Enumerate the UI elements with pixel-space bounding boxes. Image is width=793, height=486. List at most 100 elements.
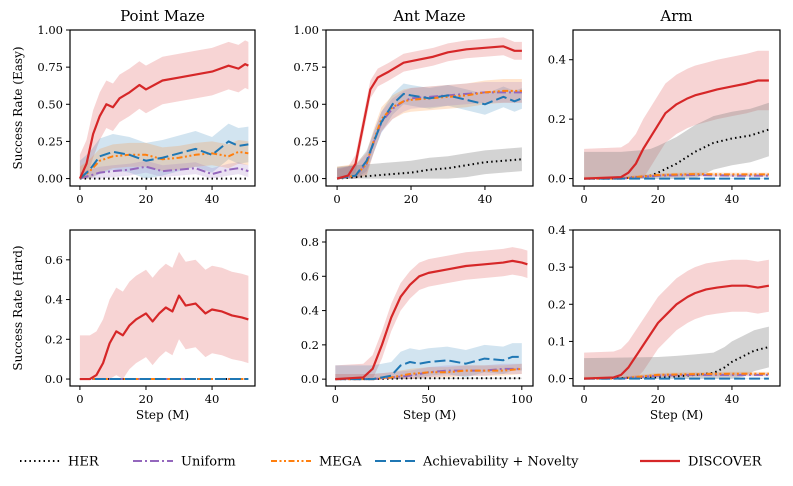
x-tick-label: 40 xyxy=(725,192,740,206)
y-tick-label: 0.0 xyxy=(548,172,566,186)
y-tick-label: 0.75 xyxy=(37,60,63,74)
x-tick-label: 40 xyxy=(205,392,220,406)
series-achievability xyxy=(335,355,522,381)
series-discover xyxy=(78,63,249,180)
y-tick-label: 0.75 xyxy=(293,60,319,74)
legend-entry-her: HER xyxy=(20,455,100,470)
axes-frame xyxy=(572,29,781,187)
series-uniform xyxy=(79,165,249,180)
plot-area xyxy=(79,251,249,381)
band-discover xyxy=(584,50,769,179)
legend-label-her: HER xyxy=(68,455,100,470)
y-tick-label: 0.2 xyxy=(548,112,566,126)
y-tick-label: 0.2 xyxy=(301,338,319,352)
series-discover xyxy=(584,284,770,380)
axes-frame xyxy=(325,229,534,387)
y-tick-label: 0.2 xyxy=(45,332,63,346)
panel-3: 0 20 40 0.0 0.2 0.4 Arm xyxy=(548,7,781,206)
band-discover xyxy=(79,40,249,179)
x-tick-label: 0 xyxy=(76,192,83,206)
legend-entry-achievability: Achievability + Novelty xyxy=(375,455,579,470)
legend-entry-uniform: Uniform xyxy=(133,455,236,470)
axes-frame xyxy=(325,29,534,187)
y-axis-label: Success Rate (Hard) xyxy=(11,245,25,370)
series-achievability xyxy=(79,140,249,180)
series-her xyxy=(584,346,770,380)
y-tick-label: 0.50 xyxy=(293,97,319,111)
y-tick-label: 0.2 xyxy=(548,297,566,311)
axes-frame xyxy=(572,229,781,387)
x-tick-label: 0 xyxy=(333,192,340,206)
series-discover xyxy=(336,45,522,180)
band-discover xyxy=(337,37,522,179)
y-tick-label: 0.25 xyxy=(293,134,319,148)
series-achievability xyxy=(336,92,523,180)
x-tick-label: 20 xyxy=(651,192,666,206)
panel-6: 0 20 40 0.0 0.1 0.2 0.3 0.4 Step (M) xyxy=(548,223,781,422)
x-tick-label: 0 xyxy=(580,192,587,206)
y-tick-label: 0.50 xyxy=(37,97,63,111)
x-tick-label: 20 xyxy=(404,192,419,206)
band-achievability xyxy=(337,83,522,179)
x-axis-label: Step (M) xyxy=(403,408,456,422)
y-tick-label: 0.00 xyxy=(293,172,319,186)
band-discover xyxy=(335,247,528,380)
panel-title: Point Maze xyxy=(120,7,205,25)
series-her xyxy=(584,128,770,180)
series-mega xyxy=(79,150,249,180)
y-tick-label: 0.0 xyxy=(548,372,566,386)
y-tick-label: 1.00 xyxy=(37,23,63,37)
y-tick-label: 0.3 xyxy=(548,260,566,274)
x-axis-label: Step (M) xyxy=(136,408,189,422)
plot-area xyxy=(335,247,528,381)
band-discover xyxy=(79,251,249,380)
y-tick-label: 0.0 xyxy=(45,372,63,386)
y-tick-label: 1.00 xyxy=(293,23,319,37)
band-discover xyxy=(584,259,769,379)
series-mega xyxy=(335,367,522,381)
band-uniform xyxy=(79,160,249,179)
y-tick-label: 0.1 xyxy=(548,334,566,348)
panel-1: 0 20 40 0.00 0.25 0.50 0.75 1.00 Point Maze Succe… xyxy=(11,7,256,206)
x-tick-label: 0 xyxy=(76,392,83,406)
plot-area xyxy=(336,37,523,180)
panel-2: 0 20 40 0.00 0.25 0.50 0.75 1.00 Ant Maze xyxy=(293,7,534,206)
x-tick-label: 20 xyxy=(651,392,666,406)
x-axis-label: Step (M) xyxy=(650,408,703,422)
x-tick-label: 20 xyxy=(139,192,154,206)
x-tick-label: 20 xyxy=(139,392,154,406)
y-tick-label: 0.0 xyxy=(301,372,319,386)
series-discover xyxy=(584,79,769,180)
legend-label-discover: DISCOVER xyxy=(688,455,763,470)
x-tick-label: 0 xyxy=(580,392,587,406)
x-tick-label: 40 xyxy=(205,192,220,206)
y-tick-label: 0.4 xyxy=(45,293,63,307)
series-discover xyxy=(335,259,528,381)
x-tick-label: 100 xyxy=(511,392,533,406)
panel-title: Arm xyxy=(659,7,692,25)
band-her xyxy=(337,147,522,179)
y-tick-label: 0.4 xyxy=(548,223,566,237)
plot-area xyxy=(78,40,249,180)
axes-frame xyxy=(69,29,256,187)
legend: HER Uniform MEGA Achievability + Novelty DIS… xyxy=(20,455,763,470)
x-tick-label: 40 xyxy=(725,392,740,406)
band-achievability xyxy=(79,123,249,179)
x-tick-label: 50 xyxy=(421,392,436,406)
panel-5: 0 50 100 0.0 0.2 0.4 0.6 0.8 Step (M) xyxy=(301,229,534,422)
y-tick-label: 0.4 xyxy=(548,53,566,67)
y-tick-label: 0.6 xyxy=(301,269,319,283)
y-tick-label: 0.8 xyxy=(301,235,319,249)
y-tick-label: 0.25 xyxy=(37,134,63,148)
series-her xyxy=(335,377,522,381)
legend-entry-discover: DISCOVER xyxy=(640,455,763,470)
legend-label-mega: MEGA xyxy=(319,455,362,470)
plot-area xyxy=(584,50,770,180)
axes-frame xyxy=(69,229,256,387)
plot-area xyxy=(584,259,770,380)
y-tick-label: 0.6 xyxy=(45,253,63,267)
panel-title: Ant Maze xyxy=(392,7,465,25)
y-tick-label: 0.4 xyxy=(301,304,319,318)
